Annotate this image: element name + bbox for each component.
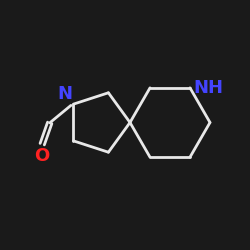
Text: O: O [34, 147, 50, 165]
Text: N: N [57, 85, 72, 103]
Text: NH: NH [193, 79, 223, 97]
